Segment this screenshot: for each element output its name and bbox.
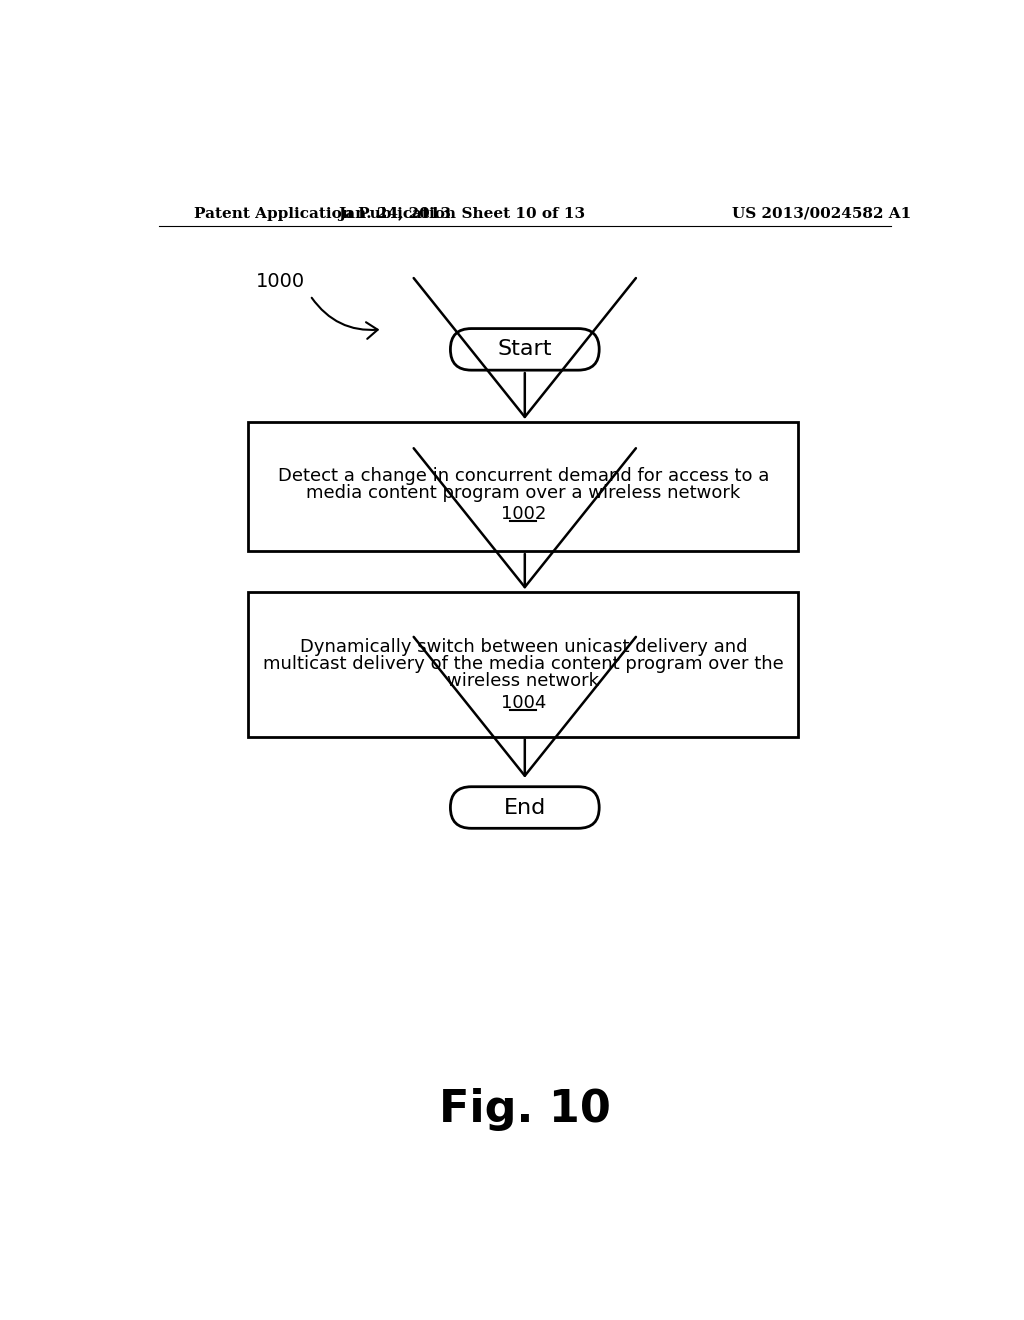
FancyBboxPatch shape xyxy=(451,787,599,829)
Text: Fig. 10: Fig. 10 xyxy=(439,1088,610,1131)
Text: 1000: 1000 xyxy=(256,272,305,292)
Text: Detect a change in concurrent demand for access to a: Detect a change in concurrent demand for… xyxy=(278,467,769,484)
Text: End: End xyxy=(504,797,546,817)
Text: Patent Application Publication: Patent Application Publication xyxy=(194,207,456,220)
Text: 1004: 1004 xyxy=(501,694,546,711)
Text: Jan. 24, 2013  Sheet 10 of 13: Jan. 24, 2013 Sheet 10 of 13 xyxy=(338,207,585,220)
Text: US 2013/0024582 A1: US 2013/0024582 A1 xyxy=(732,207,911,220)
Text: Start: Start xyxy=(498,339,552,359)
Text: media content program over a wireless network: media content program over a wireless ne… xyxy=(306,483,740,502)
Text: multicast delivery of the media content program over the: multicast delivery of the media content … xyxy=(263,655,783,673)
Text: 1002: 1002 xyxy=(501,506,546,523)
Text: Dynamically switch between unicast delivery and: Dynamically switch between unicast deliv… xyxy=(299,639,746,656)
Text: wireless network: wireless network xyxy=(447,672,599,690)
FancyArrowPatch shape xyxy=(311,298,378,339)
FancyBboxPatch shape xyxy=(248,591,799,737)
FancyBboxPatch shape xyxy=(248,422,799,552)
FancyBboxPatch shape xyxy=(451,329,599,370)
